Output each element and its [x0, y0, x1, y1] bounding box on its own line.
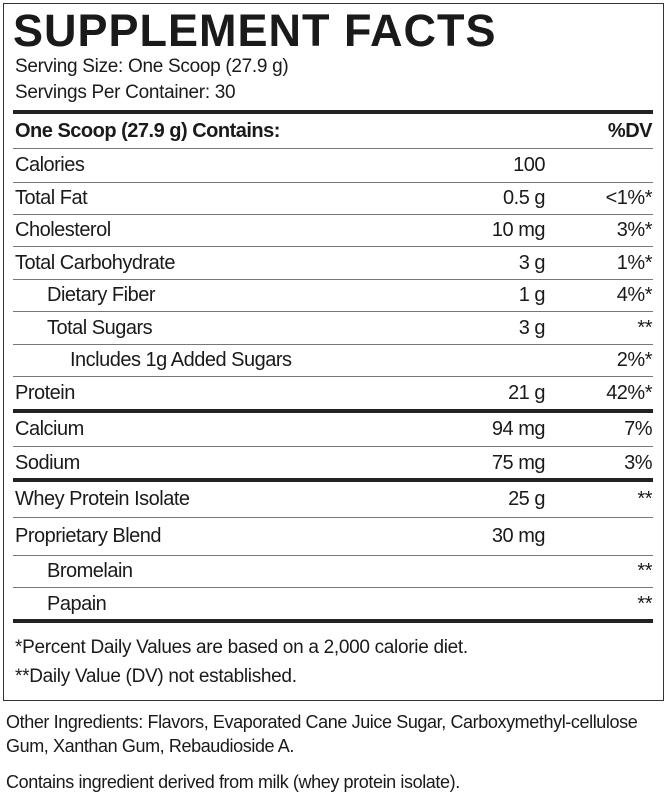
ingredient-label: Proprietary Blend — [15, 525, 162, 547]
nutrient-amount: 21 g — [508, 382, 545, 404]
table-row: Dietary Fiber 1 g 4%* — [13, 279, 653, 311]
nutrient-label: Total Sugars — [47, 316, 153, 339]
nutrient-dv: <1%* — [605, 187, 653, 209]
nutrient-amount: 3 g — [518, 316, 546, 339]
nutrient-label: Protein — [15, 382, 75, 404]
nutrient-amount: 3 g — [518, 251, 546, 274]
nutrient-amount: 1 g — [518, 284, 546, 306]
ingredient-amount: 30 mg — [491, 525, 546, 547]
ingredient-dv: ** — [637, 488, 652, 510]
nutrient-dv: ** — [637, 316, 652, 339]
nutrient-amount: 100 — [513, 154, 545, 176]
nutrient-label: Sodium — [15, 451, 80, 474]
servings-per-container: Servings Per Container: 30 — [15, 82, 236, 103]
nutrient-amount: 94 mg — [491, 418, 546, 440]
ingredient-label: Bromelain — [47, 560, 133, 582]
nutrient-dv: 4%* — [616, 284, 653, 306]
table-row: Calories 100 — [13, 148, 653, 182]
nutrient-dv: 3%* — [616, 219, 653, 241]
nutrient-dv: 7% — [624, 418, 652, 440]
nutrient-label: Total Fat — [15, 187, 88, 209]
header-row: One Scoop (27.9 g) Contains: %DV — [13, 110, 653, 148]
table-row: Calcium 94 mg 7% — [13, 409, 653, 446]
header-label: One Scoop (27.9 g) Contains: — [15, 119, 280, 142]
nutrient-label: Cholesterol — [15, 219, 111, 241]
table-row: Cholesterol 10 mg 3%* — [13, 214, 653, 246]
footnote-not-established: **Daily Value (DV) not established. — [15, 666, 297, 687]
nutrient-dv: 3% — [624, 451, 652, 474]
ingredient-label: Whey Protein Isolate — [15, 488, 190, 510]
other-ingredients: Other Ingredients: Flavors, Evaporated C… — [6, 712, 638, 756]
supplement-facts-panel — [3, 3, 664, 701]
nutrient-dv: 2%* — [616, 349, 653, 371]
nutrient-label: Dietary Fiber — [47, 284, 155, 306]
table-row: Includes 1g Added Sugars 2%* — [13, 344, 653, 376]
ingredient-dv: ** — [637, 560, 652, 582]
nutrient-amount: 10 mg — [491, 219, 546, 241]
footnote-dv: *Percent Daily Values are based on a 2,0… — [15, 637, 468, 658]
table-row: Bromelain ** — [13, 555, 653, 587]
table-row: Total Fat 0.5 g <1%* — [13, 182, 653, 214]
table-row: Proprietary Blend 30 mg — [13, 517, 653, 555]
nutrient-label: Calcium — [15, 418, 84, 440]
nutrient-dv: 42%* — [606, 382, 652, 404]
nutrient-label: Includes 1g Added Sugars — [70, 349, 292, 371]
serving-size: Serving Size: One Scoop (27.9 g) — [15, 56, 289, 77]
ingredient-amount: 25 g — [508, 488, 545, 510]
ingredient-dv: ** — [637, 592, 652, 615]
divider — [13, 619, 653, 623]
allergen-statement: Contains ingredient derived from milk (w… — [6, 772, 460, 792]
nutrient-dv: 1%* — [616, 251, 653, 274]
nutrient-amount: 0.5 g — [503, 187, 545, 209]
table-row: Sodium 75 mg 3% — [13, 446, 653, 479]
table-row: Whey Protein Isolate 25 g ** — [13, 478, 653, 517]
table-row: Papain ** — [13, 587, 653, 620]
panel-title: SUPPLEMENT FACTS — [13, 5, 497, 56]
nutrient-label: Total Carbohydrate — [15, 251, 175, 274]
table-row: Total Sugars 3 g ** — [13, 311, 653, 344]
ingredient-label: Papain — [47, 592, 107, 615]
nutrient-amount: 75 mg — [491, 451, 546, 474]
table-row: Total Carbohydrate 3 g 1%* — [13, 246, 653, 279]
header-dv: %DV — [607, 119, 653, 142]
nutrient-label: Calories — [15, 154, 85, 176]
table-row: Protein 21 g 42%* — [13, 376, 653, 410]
